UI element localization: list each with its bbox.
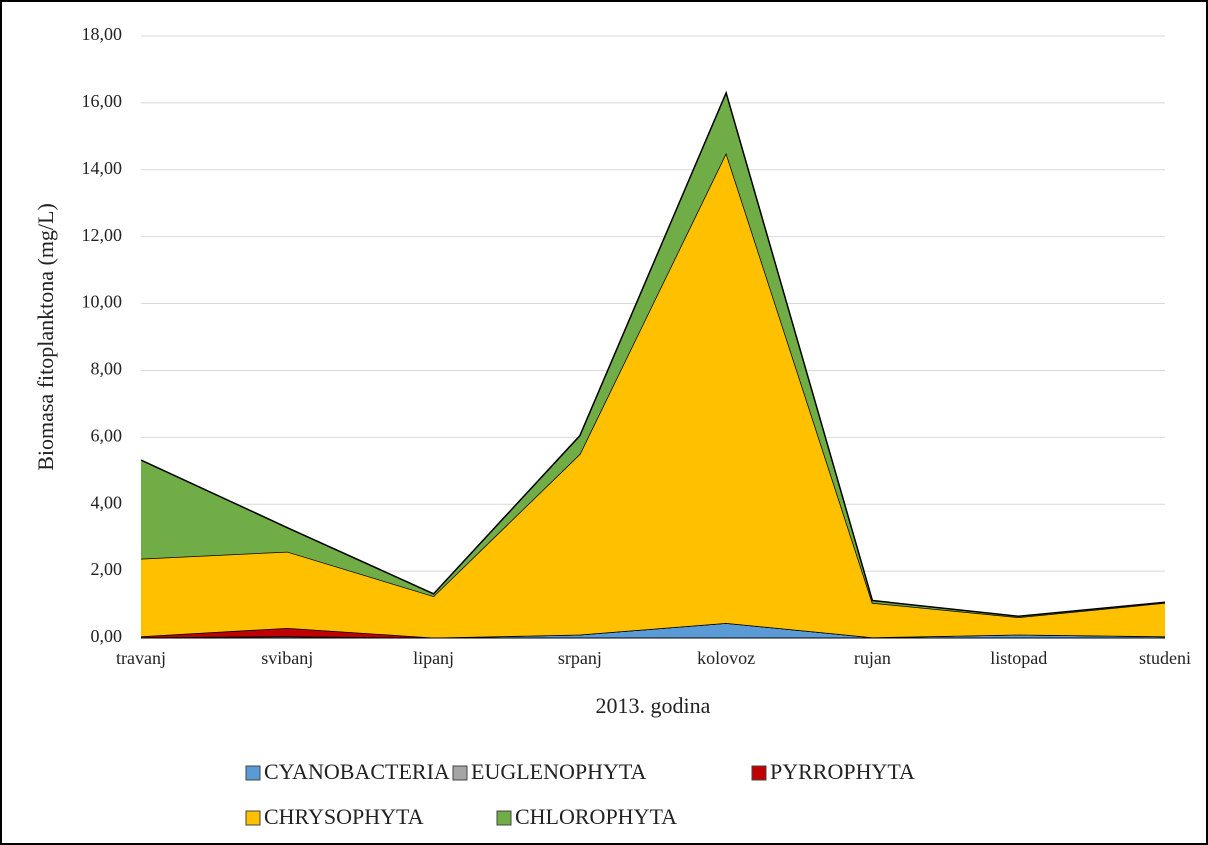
- legend-label: CHLOROPHYTA: [515, 804, 677, 829]
- y-tick-label: 6,00: [91, 425, 123, 445]
- x-tick-label: svibanj: [261, 648, 313, 668]
- x-tick-label: kolovoz: [697, 648, 755, 668]
- y-tick-label: 12,00: [82, 225, 123, 245]
- x-tick-label: rujan: [854, 648, 891, 668]
- legend-swatch: [452, 765, 468, 781]
- legend-swatch: [245, 765, 261, 781]
- legend-swatch: [751, 765, 767, 781]
- x-tick-label: listopad: [990, 648, 1047, 668]
- y-tick-label: 16,00: [82, 91, 123, 111]
- y-tick-label: 0,00: [91, 626, 123, 646]
- x-tick-label: lipanj: [413, 648, 454, 668]
- legend-label: CYANOBACTERIA: [264, 759, 450, 784]
- y-axis-title: Biomasa fitoplanktona (mg/L): [33, 203, 58, 471]
- x-axis-title: 2013. godina: [596, 693, 711, 718]
- y-tick-label: 8,00: [91, 359, 123, 379]
- area-outline: [140, 90, 1166, 618]
- legend-label: EUGLENOPHYTA: [471, 759, 647, 784]
- area: [141, 153, 1165, 638]
- y-tick-label: 18,00: [82, 24, 123, 44]
- y-tick-label: 4,00: [91, 492, 123, 512]
- legend-swatch: [496, 810, 512, 826]
- area: [141, 622, 1165, 638]
- x-tick-label: srpanj: [558, 648, 602, 668]
- legend-label: CHRYSOPHYTA: [264, 804, 424, 829]
- y-tick-label: 10,00: [82, 292, 123, 312]
- legend-label: PYRROPHYTA: [770, 759, 915, 784]
- y-tick-label: 14,00: [82, 158, 123, 178]
- y-tick-label: 2,00: [91, 559, 123, 579]
- area: [141, 622, 1165, 638]
- x-tick-label: travanj: [116, 648, 166, 668]
- x-tick-label: studeni: [1139, 648, 1191, 668]
- legend-swatch: [245, 810, 261, 826]
